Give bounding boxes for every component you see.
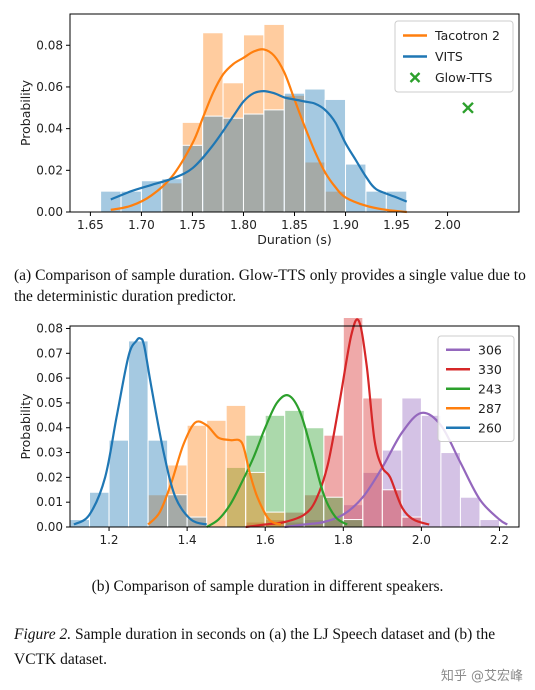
charta-ytick-label-4: 0.08	[36, 38, 63, 52]
chartb-legend-label-306: 306	[478, 342, 502, 357]
charta-bar-vits-6	[222, 117, 244, 213]
charta-ytick-label-2: 0.04	[36, 122, 63, 136]
chartb-bars	[69, 318, 500, 528]
chartb-bar-243-2	[264, 414, 286, 528]
charta-bar-vits-8	[263, 109, 285, 213]
chartb-ytick-label-7: 0.07	[36, 346, 63, 360]
chart-b-speaker-duration: 1.2 1.4 1.6 1.8 2.0 2.2 0.00 0.01 0.02 0.03 0.04 0.…	[18, 318, 520, 547]
chartb-ytick-label-0: 0.00	[36, 520, 63, 534]
figure-text: Sample duration in seconds on (a) the LJ…	[14, 626, 496, 668]
chartb-bar-306-6	[401, 397, 422, 528]
chartb-bar-306-10	[479, 519, 500, 528]
chartb-legend-box	[437, 335, 515, 442]
charta-ylabel: Probability	[18, 79, 33, 146]
caption-a: (a) Comparison of sample duration. Glow-…	[14, 267, 526, 305]
charta-bar-vits-5	[202, 115, 224, 213]
chartb-bar-243-3	[284, 409, 305, 528]
figure-caption: Figure 2. Sample duration in seconds on …	[14, 622, 529, 672]
chartb-ytick-label-8: 0.08	[36, 321, 63, 335]
chartb-bar-330-5	[342, 318, 364, 528]
charta-xlabel: Duration (s)	[257, 232, 332, 247]
charta-xtick-label-2: 1.75	[179, 218, 206, 232]
chartb-legend-label-330: 330	[478, 362, 502, 377]
charta-legend-label-vits: VITS	[435, 49, 463, 64]
chartb-ylabel: Probability	[18, 393, 33, 460]
charta-legend: Tacotron 2 VITS Glow-TTS	[394, 20, 514, 93]
chartb-xtick-label-3: 1.8	[334, 533, 353, 547]
chartb-bar-260-2	[108, 439, 130, 528]
charta-legend-label-tacotron-2: Tacotron 2	[434, 28, 500, 43]
chartb-bar-287-2	[186, 424, 208, 528]
chartb-ytick-label-5: 0.05	[36, 396, 63, 410]
chartb-xtick-label-4: 2.0	[412, 533, 431, 547]
charta-bars	[100, 23, 408, 213]
charta-xtick-label-3: 1.80	[230, 218, 257, 232]
charta-line-tacotron-2	[110, 48, 407, 214]
charta-ytick-label-1: 0.02	[36, 163, 63, 177]
chart-a-duration-comparison: 1.65 1.70 1.75 1.80 1.85 1.90 1.95 2.00 0.00 0.02…	[18, 13, 520, 247]
chartb-bar-287-5	[245, 471, 266, 528]
chartb-ytick-label-1: 0.01	[36, 495, 63, 509]
charta-xtick-label-6: 1.95	[383, 218, 410, 232]
watermark: 知乎 @艾宏峰	[440, 669, 523, 684]
chartb-bar-260-3	[128, 340, 149, 528]
chartb-legend-label-287: 287	[478, 401, 502, 416]
chartb-line-330	[245, 318, 430, 529]
charta-xtick-label-4: 1.85	[281, 218, 308, 232]
chartb-xtick-label-0: 1.2	[99, 533, 118, 547]
chartb-ytick-label-6: 0.06	[36, 371, 63, 385]
chartb-ytick-label-2: 0.02	[36, 470, 63, 484]
chartb-bar-330-7	[381, 489, 403, 528]
charta-ytick-label-0: 0.00	[36, 205, 63, 219]
chartb-xtick-label-1: 1.4	[178, 533, 197, 547]
chartb-ytick-label-4: 0.04	[36, 421, 63, 435]
chartb-xtick-label-2: 1.6	[256, 533, 275, 547]
charta-xtick-label-7: 2.00	[434, 218, 461, 232]
charta-xtick-label-0: 1.65	[77, 218, 104, 232]
charta-legend-marker-glow-tts	[409, 72, 421, 83]
chartb-plot-frame	[69, 325, 520, 528]
chartb-bar-306-9	[459, 496, 481, 528]
chartb-bar-306-8	[440, 452, 461, 528]
charta-xtick-label-5: 1.90	[332, 218, 359, 232]
charta-bar-vits-9	[283, 92, 306, 213]
charta-legend-label-glow-tts: Glow-TTS	[435, 70, 492, 85]
charta-point-glow-tts-0	[462, 101, 474, 114]
charta-xtick-label-1: 1.70	[128, 218, 155, 232]
chartb-legend-label-260: 260	[478, 420, 502, 435]
caption-b: (b) Comparison of sample duration in dif…	[91, 578, 444, 595]
charta-line-vits	[110, 89, 408, 203]
charta-bar-vits-7	[242, 113, 265, 213]
charta-legend-box	[394, 20, 514, 93]
chartb-legend-label-243: 243	[478, 381, 502, 396]
charta-ytick-label-3: 0.06	[36, 80, 63, 94]
chartb-line-306	[284, 411, 508, 529]
chartb-line-260	[73, 336, 208, 526]
figure-label: Figure 2.	[14, 626, 72, 643]
chartb-legend: 306 330 243 287 260	[437, 335, 515, 442]
chartb-ytick-label-3: 0.03	[36, 446, 63, 460]
chartb-xtick-label-5: 2.2	[490, 533, 509, 547]
chartb-bar-287-4	[225, 404, 247, 528]
chartb-line-243	[206, 394, 348, 528]
